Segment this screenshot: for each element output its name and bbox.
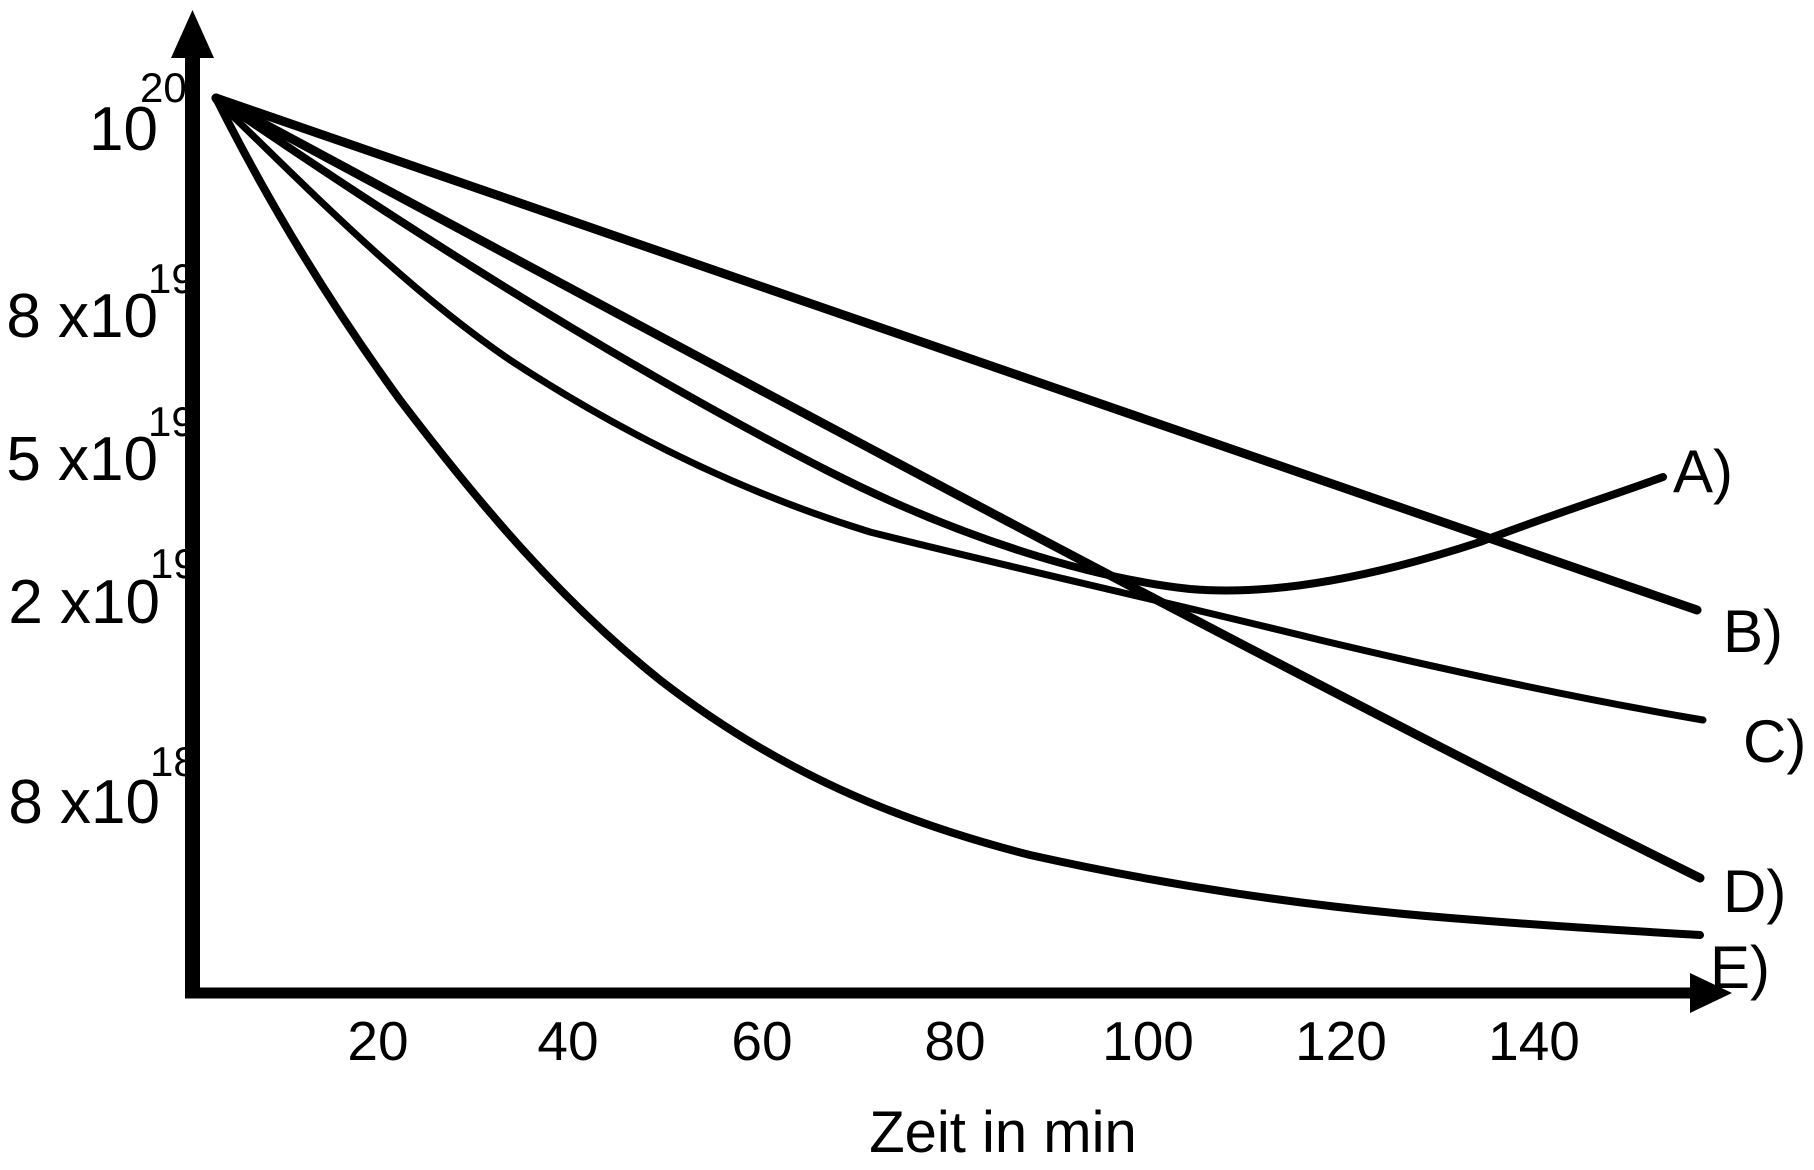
y-tick-8e19-exponent: 19: [148, 255, 195, 302]
y-tick-8e18-exponent: 18: [150, 738, 197, 785]
y-tick-1e20-exponent: 20: [140, 64, 187, 111]
x-axis: [185, 973, 1732, 1013]
curve-label-a: A): [1673, 438, 1733, 505]
x-tick-60: 60: [731, 1010, 792, 1072]
curves: [211, 93, 1707, 939]
y-tick-8e19-mantissa: 8 x10: [6, 282, 158, 351]
x-tick-20: 20: [347, 1010, 408, 1072]
curve-label-e: E): [1710, 934, 1770, 1001]
y-tick-5e19-mantissa: 5 x10: [6, 425, 158, 494]
curve-label-c: C): [1743, 708, 1806, 775]
x-axis-arrowhead-icon: [1690, 973, 1732, 1013]
curve-e: [212, 94, 1704, 939]
curve-label-b: B): [1723, 598, 1783, 665]
curve-labels: A) B) C) D) E): [1673, 438, 1806, 1001]
y-tick-labels: 10 20 8 x10 19 5 x10 19 2 x10 19 8 x10 1…: [6, 64, 196, 837]
y-tick-1e20-mantissa: 10: [89, 95, 158, 164]
x-tick-140: 140: [1488, 1010, 1580, 1072]
x-tick-120: 120: [1295, 1010, 1387, 1072]
x-tick-40: 40: [537, 1010, 598, 1072]
curve-d: [211, 93, 1705, 883]
x-tick-100: 100: [1102, 1010, 1194, 1072]
curve-label-d: D): [1723, 858, 1786, 925]
y-axis: [171, 10, 214, 998]
x-axis-title: Zeit in min: [869, 1100, 1137, 1165]
y-tick-2e19-exponent: 19: [150, 540, 197, 587]
curve-c: [212, 96, 1707, 724]
y-tick-5e19-exponent: 19: [148, 398, 195, 445]
curve-b: [211, 93, 1702, 615]
y-axis-arrowhead-icon: [171, 10, 214, 58]
x-tick-labels: 20 40 60 80 100 120 140: [347, 1010, 1579, 1072]
y-tick-2e19-mantissa: 2 x10: [8, 568, 160, 637]
x-tick-80: 80: [924, 1010, 985, 1072]
y-tick-8e18-mantissa: 8 x10: [8, 768, 160, 837]
